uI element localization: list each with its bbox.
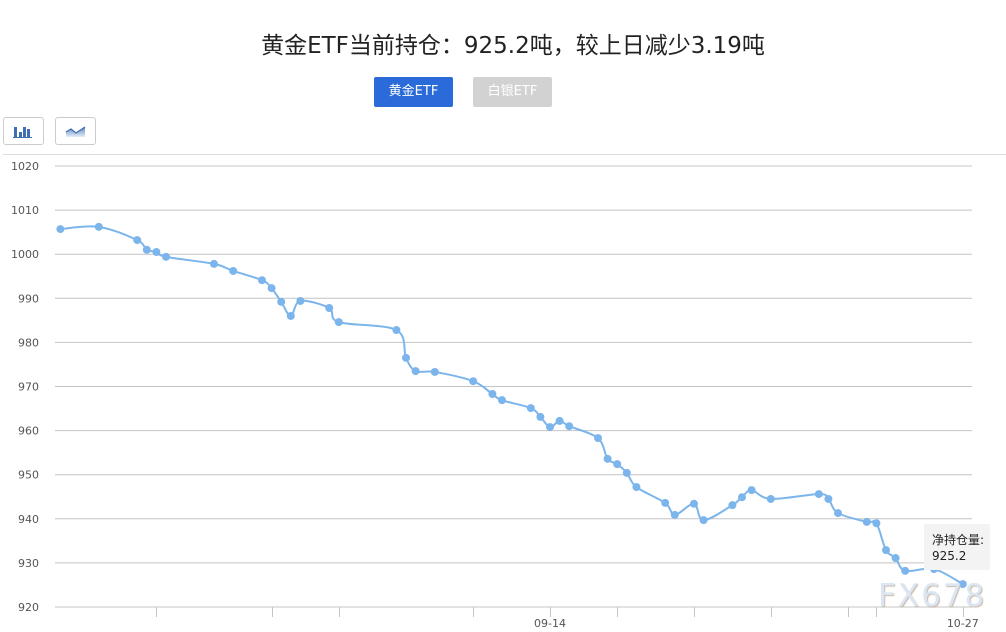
data-point — [738, 493, 746, 502]
y-tick-label: 950 — [18, 469, 39, 482]
data-point — [469, 377, 478, 386]
data-point — [632, 483, 641, 492]
data-point — [766, 494, 775, 503]
data-point — [901, 566, 910, 575]
data-point — [555, 416, 564, 425]
data-point — [690, 499, 698, 508]
data-point — [603, 454, 612, 463]
data-point — [699, 516, 708, 525]
y-tick-label: 1020 — [11, 160, 39, 173]
data-point — [210, 259, 218, 268]
data-point — [296, 296, 305, 305]
data-point — [267, 284, 276, 293]
y-tick-label: 1010 — [11, 204, 39, 217]
bar-chart-icon — [13, 127, 32, 138]
data-point — [277, 297, 286, 306]
y-tick-label: 940 — [18, 513, 39, 526]
data-point — [728, 501, 737, 510]
data-point — [152, 247, 161, 256]
data-point — [402, 353, 410, 362]
x-tick-label: 09-14 — [534, 617, 566, 630]
line-chart-button[interactable] — [55, 117, 96, 145]
data-point — [258, 276, 266, 285]
data-point — [56, 225, 65, 234]
data-point — [622, 468, 631, 477]
tab-gold-etf[interactable]: 黄金ETF — [374, 77, 453, 107]
data-point — [613, 460, 622, 469]
data-point — [498, 396, 506, 405]
data-point — [142, 245, 151, 254]
data-point — [872, 519, 881, 528]
data-point — [94, 222, 103, 231]
data-point — [670, 510, 679, 519]
data-point — [411, 367, 420, 376]
y-tick-label: 930 — [18, 557, 39, 570]
line-chart-icon — [65, 126, 86, 137]
data-point — [325, 304, 334, 313]
y-tick-label: 960 — [18, 425, 39, 438]
tooltip-label: 净持仓量: — [932, 533, 985, 547]
data-point — [747, 486, 756, 495]
data-point — [546, 423, 554, 432]
y-tick-label: 990 — [18, 292, 39, 305]
data-point — [862, 517, 871, 526]
page-title: 黄金ETF当前持仓：925.2吨，较上日减少3.19吨 — [261, 33, 765, 59]
data-point — [488, 389, 497, 398]
data-point — [229, 266, 238, 275]
tooltip: 净持仓量: 925.2 — [924, 524, 990, 570]
y-tick-label: 920 — [18, 601, 39, 614]
data-point — [661, 498, 670, 507]
y-tick-label: 1000 — [11, 248, 39, 261]
data-point — [882, 546, 890, 555]
tab-silver-etf[interactable]: 白银ETF — [473, 77, 552, 107]
data-point — [286, 311, 295, 320]
data-point — [824, 494, 833, 503]
data-point — [594, 434, 602, 443]
series-line — [60, 225, 964, 585]
data-point — [565, 422, 574, 431]
data-point — [526, 404, 535, 413]
data-point — [334, 318, 343, 327]
tooltip-value: 925.2 — [932, 549, 967, 563]
divider — [3, 154, 1006, 155]
data-point — [162, 252, 170, 261]
y-tick-label: 970 — [18, 381, 39, 394]
y-tick-label: 980 — [18, 336, 39, 349]
data-point — [536, 412, 545, 421]
x-tick-label: 10-27 — [947, 617, 979, 630]
data-point — [430, 367, 439, 376]
data-point — [834, 509, 842, 518]
data-point — [814, 490, 823, 499]
data-point — [958, 580, 967, 589]
bar-chart-button[interactable] — [3, 117, 44, 145]
data-point — [891, 554, 900, 563]
data-point — [133, 236, 142, 245]
data-point — [392, 326, 401, 335]
watermark-logo: FX678 — [878, 578, 987, 614]
